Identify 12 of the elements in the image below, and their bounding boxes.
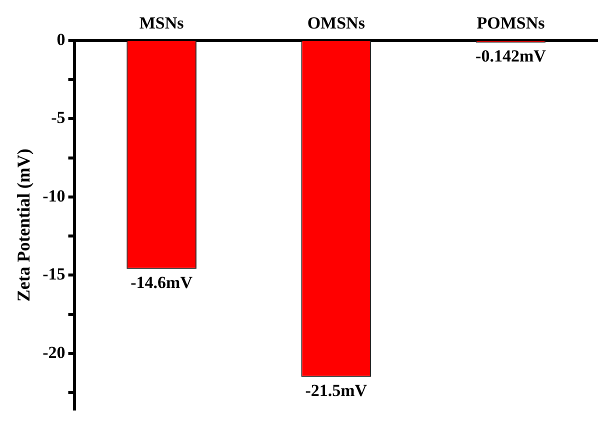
data-label: -0.142mV bbox=[476, 46, 547, 66]
x-tick-label: MSNs bbox=[139, 14, 184, 33]
x-tick-label: POMSNs bbox=[476, 14, 546, 33]
x-tick-label: OMSNs bbox=[307, 14, 366, 33]
y-tick-label: -5 bbox=[51, 108, 66, 128]
y-tick-label: -20 bbox=[42, 342, 66, 362]
data-label: -14.6mV bbox=[130, 272, 194, 292]
y-tick-label: -10 bbox=[42, 186, 66, 206]
y-axis-title: Zeta Potential (mV) bbox=[13, 148, 34, 302]
data-label: -21.5mV bbox=[305, 380, 368, 400]
y-tick-label: 0 bbox=[56, 30, 66, 49]
y-tick-label: -15 bbox=[42, 264, 66, 284]
